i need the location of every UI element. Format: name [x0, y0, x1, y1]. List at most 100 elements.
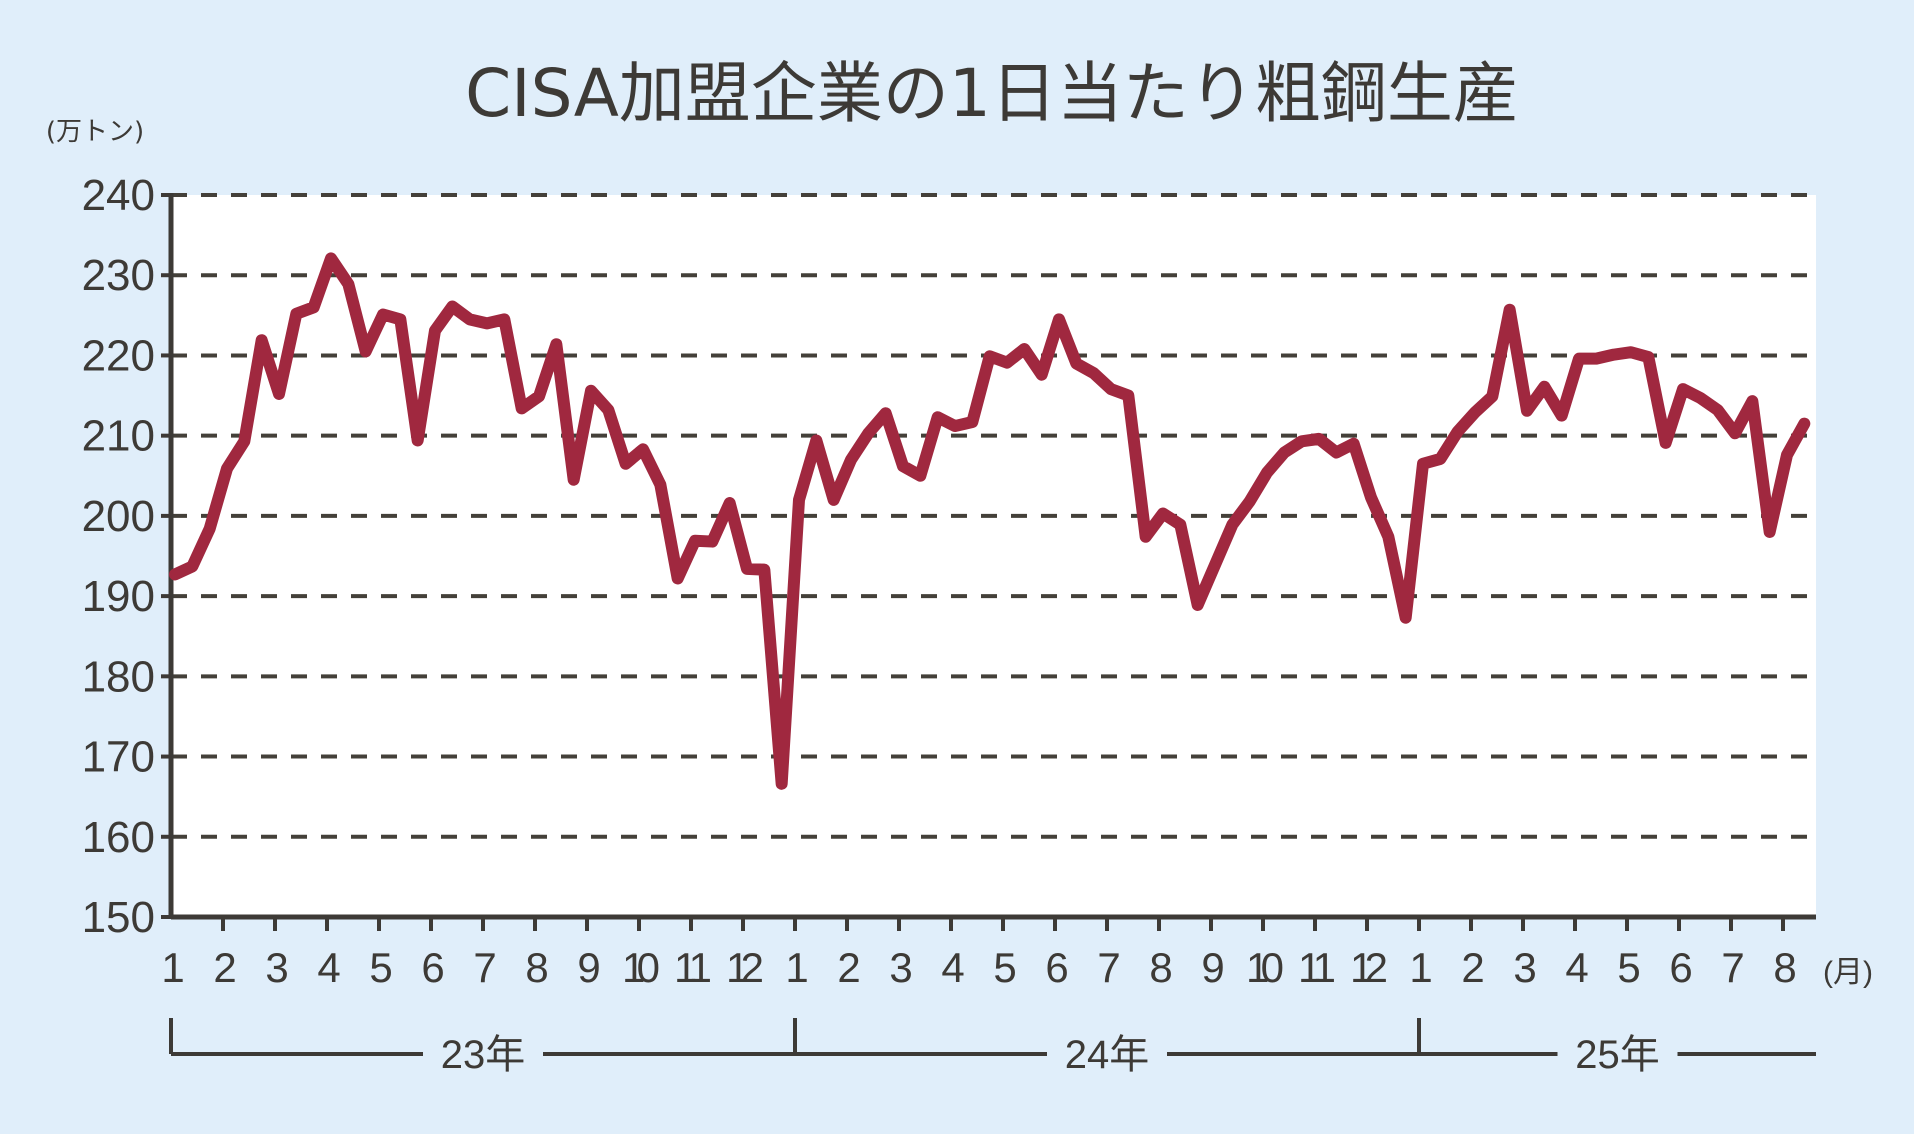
data-point [1751, 400, 1753, 402]
data-point [417, 439, 419, 441]
data-point [677, 577, 679, 579]
y-tick-label: 190 [82, 572, 155, 621]
data-point [1526, 410, 1528, 412]
x-tick-label: 4 [1565, 944, 1588, 991]
data-point [1561, 415, 1563, 417]
data-point [1162, 512, 1164, 514]
data-point [1318, 438, 1320, 440]
data-point [1630, 351, 1632, 353]
x-tick-label: 2 [837, 944, 860, 991]
data-point [642, 448, 644, 450]
x-tick-label: 3 [889, 944, 912, 991]
data-point [1734, 432, 1736, 434]
y-tick-label: 240 [82, 171, 155, 220]
data-point [954, 425, 956, 427]
x-tick-labels: 1 2 3 4 5 6 7 8 9 10 11 12 1 2 3 4 5 6 7 8 9 10 11 12 1 2 3 4 5 6 7 8 [161, 944, 1796, 991]
data-point [469, 318, 471, 320]
data-point [798, 499, 800, 501]
data-point [347, 283, 349, 285]
data-point [1491, 395, 1493, 397]
y-tick-labels: 150 160 170 180 190 200 210 220 230 240 [82, 171, 155, 942]
data-point [538, 395, 540, 397]
x-tick-label: 12 [726, 944, 764, 991]
data-point [1335, 452, 1337, 454]
data-point [902, 465, 904, 467]
data-point [1699, 397, 1701, 399]
data-point [174, 573, 176, 575]
data-point [573, 479, 575, 481]
data-point [1370, 496, 1372, 498]
data-point [590, 390, 592, 392]
year-label: 25年 [1575, 1033, 1660, 1077]
data-point [1647, 356, 1649, 358]
y-tick-label: 160 [82, 813, 155, 862]
x-tick-label: 10 [622, 944, 660, 991]
x-tick-label: 10 [1246, 944, 1284, 991]
data-point [1093, 372, 1095, 374]
data-point [1145, 536, 1147, 538]
data-point [261, 339, 263, 341]
x-tick-label: 6 [421, 944, 444, 991]
data-point [607, 409, 609, 411]
x-tick-label: 1 [1409, 944, 1432, 991]
data-point [625, 463, 627, 465]
y-tick-label: 180 [82, 652, 155, 701]
data-point [1110, 388, 1112, 390]
data-point [434, 330, 436, 332]
x-tick-label: 5 [993, 944, 1016, 991]
x-tick-label: 4 [941, 944, 964, 991]
y-tick-label: 210 [82, 412, 155, 461]
data-point [486, 322, 488, 324]
data-point [451, 306, 453, 308]
data-point [815, 439, 817, 441]
data-point [1786, 454, 1788, 456]
data-point [521, 407, 523, 409]
data-point [1387, 536, 1389, 538]
x-tick-label: 3 [265, 944, 288, 991]
data-point [226, 468, 228, 470]
year-brackets: 23年 24年 25年 [169, 1018, 1816, 1077]
x-tick-label: 3 [1513, 944, 1536, 991]
x-tick-label: 11 [674, 944, 712, 991]
data-point [1474, 411, 1476, 413]
x-tick-label: 2 [1461, 944, 1484, 991]
data-point [1197, 604, 1199, 606]
data-point [1006, 362, 1008, 364]
data-point [1543, 386, 1545, 388]
axes [161, 193, 1816, 931]
data-point [746, 568, 748, 570]
x-tick-label: 4 [317, 944, 340, 991]
data-point [867, 432, 869, 434]
x-tick-label: 1 [161, 944, 184, 991]
data-point [399, 318, 401, 320]
data-point [555, 343, 557, 345]
x-tick-label: 7 [1097, 944, 1120, 991]
data-point [1041, 374, 1043, 376]
x-tick-label: 8 [1773, 944, 1796, 991]
x-tick-label: 5 [369, 944, 392, 991]
chart-title: CISA加盟企業の1日当たり粗鋼生産 [465, 55, 1519, 132]
y-tick-label: 170 [82, 733, 155, 782]
x-axis-unit: (月) [1823, 956, 1873, 989]
x-tick-label: 12 [1350, 944, 1388, 991]
data-point [1613, 354, 1615, 356]
year-label: 23年 [441, 1033, 526, 1077]
data-point [919, 475, 921, 477]
data-point [833, 499, 835, 501]
x-tick-label: 7 [1721, 944, 1744, 991]
data-point [989, 355, 991, 357]
data-point [503, 318, 505, 320]
data-point [1595, 358, 1597, 360]
x-tick-label: 9 [577, 944, 600, 991]
data-point [1283, 452, 1285, 454]
data-point [937, 416, 939, 418]
data-point [1023, 348, 1025, 350]
data-point [1717, 409, 1719, 411]
data-point [1075, 362, 1077, 364]
data-point [1353, 443, 1355, 445]
data-point [330, 257, 332, 259]
y-tick-label: 230 [82, 251, 155, 300]
data-point [694, 540, 696, 542]
data-point [1422, 463, 1424, 465]
